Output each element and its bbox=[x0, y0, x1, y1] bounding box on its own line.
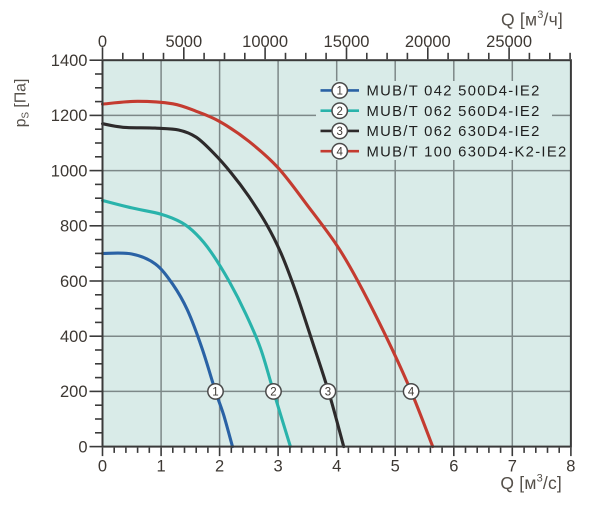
svg-text:10000: 10000 bbox=[242, 33, 288, 51]
svg-text:2: 2 bbox=[215, 458, 224, 476]
svg-text:4: 4 bbox=[336, 146, 343, 158]
svg-text:1: 1 bbox=[212, 387, 218, 399]
svg-text:7: 7 bbox=[508, 458, 517, 476]
svg-text:3: 3 bbox=[325, 387, 331, 399]
svg-text:800: 800 bbox=[60, 218, 88, 236]
svg-text:1000: 1000 bbox=[51, 162, 88, 180]
svg-text:600: 600 bbox=[60, 273, 88, 291]
svg-text:Q [м3/с]: Q [м3/с] bbox=[500, 473, 562, 493]
svg-text:0: 0 bbox=[98, 33, 107, 51]
svg-text:0: 0 bbox=[78, 438, 87, 456]
svg-text:8: 8 bbox=[566, 458, 575, 476]
svg-text:MUB/T 062 560D4-IE2: MUB/T 062 560D4-IE2 bbox=[367, 104, 541, 120]
svg-text:5: 5 bbox=[391, 458, 400, 476]
svg-text:pS [Па]: pS [Па] bbox=[13, 79, 32, 128]
svg-text:MUB/T 042 500D4-IE2: MUB/T 042 500D4-IE2 bbox=[367, 84, 541, 100]
svg-text:1200: 1200 bbox=[51, 107, 88, 125]
svg-text:MUB/T 062 630D4-IE2: MUB/T 062 630D4-IE2 bbox=[367, 124, 541, 140]
svg-text:6: 6 bbox=[449, 458, 458, 476]
svg-text:5000: 5000 bbox=[165, 33, 202, 51]
svg-text:3: 3 bbox=[336, 126, 342, 138]
svg-text:2: 2 bbox=[336, 106, 342, 118]
svg-text:MUB/T 100 630D4-K2-IE2: MUB/T 100 630D4-K2-IE2 bbox=[367, 144, 568, 160]
svg-text:Q [м3/ч]: Q [м3/ч] bbox=[501, 9, 563, 29]
svg-text:2: 2 bbox=[270, 387, 276, 399]
svg-text:1: 1 bbox=[336, 86, 342, 98]
svg-text:1400: 1400 bbox=[51, 52, 88, 70]
svg-text:25000: 25000 bbox=[486, 33, 532, 51]
svg-text:3: 3 bbox=[274, 458, 283, 476]
svg-text:15000: 15000 bbox=[324, 33, 370, 51]
svg-text:200: 200 bbox=[60, 383, 88, 401]
svg-text:0: 0 bbox=[98, 458, 107, 476]
svg-text:1: 1 bbox=[157, 458, 166, 476]
svg-text:4: 4 bbox=[408, 387, 415, 399]
svg-text:400: 400 bbox=[60, 328, 88, 346]
svg-text:20000: 20000 bbox=[405, 33, 451, 51]
svg-text:4: 4 bbox=[332, 458, 341, 476]
